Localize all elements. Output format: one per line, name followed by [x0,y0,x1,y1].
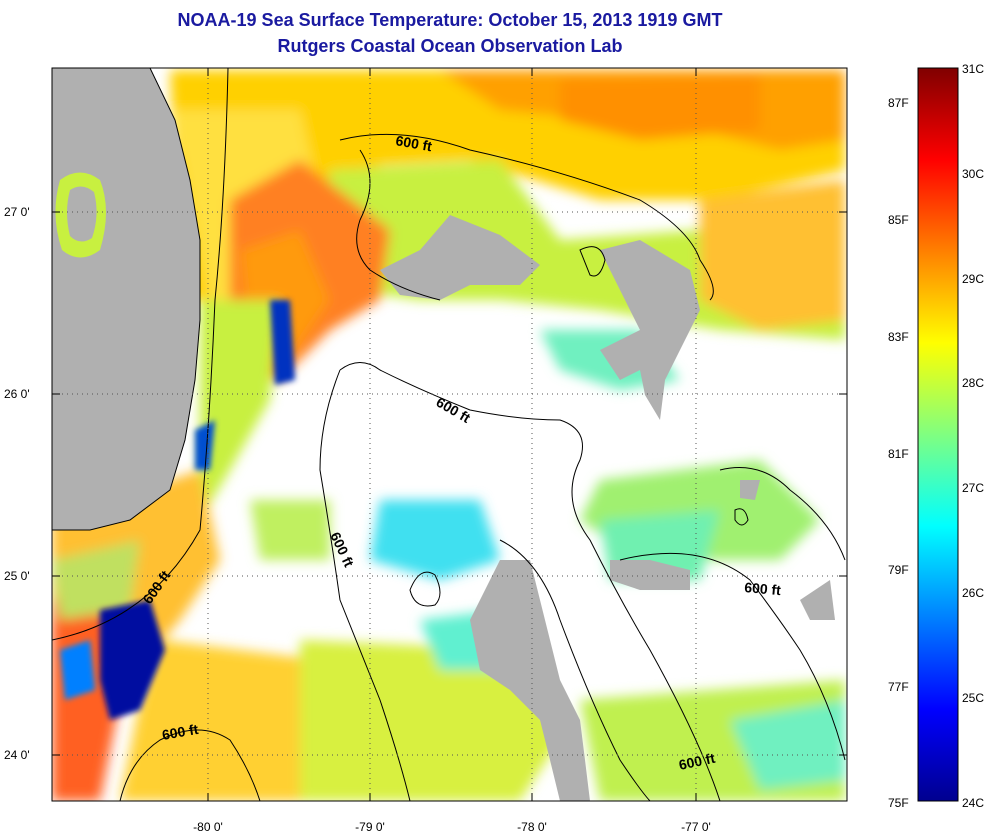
lon-label: -79 0' [355,820,385,834]
colorbar-fahrenheit-label: 77F [888,680,909,694]
colorbar-fahrenheit-label: 81F [888,447,909,461]
colorbar-fahrenheit-label: 87F [888,96,909,110]
lon-label: -78 0' [517,820,547,834]
colorbar [917,67,959,802]
graticule [52,68,847,801]
lon-label: -80 0' [193,820,223,834]
map-frame [51,67,848,802]
colorbar-celsius-label: 24C [962,796,985,810]
lon-label: -77 0' [681,820,711,834]
florida-coastline [52,68,201,531]
contour-label: 600 ft [394,132,433,154]
map-title: NOAA-19 Sea Surface Temperature: October… [177,10,723,30]
sst-field [52,70,845,801]
map-subtitle: Rutgers Coastal Ocean Observation Lab [277,36,623,56]
lat-label: 26 0' [4,387,30,401]
colorbar-celsius-label: 29C [962,272,985,286]
axis-ticks [52,68,847,801]
bathymetry-contours [52,68,846,801]
colorbar-fahrenheit-label: 75F [888,796,909,810]
contour-label: 600 ft [161,721,200,743]
colorbar-celsius-label: 30C [962,167,985,181]
colorbar-celsius-label: 26C [962,586,985,600]
colorbar-celsius-label: 31C [962,62,985,76]
colorbar-fahrenheit-label: 85F [888,213,909,227]
colorbar-fahrenheit-label: 79F [888,563,909,577]
colorbar-celsius-label: 27C [962,481,985,495]
colorbar-celsius-label: 28C [962,376,985,390]
lat-label: 24 0' [4,748,30,762]
cold-water-patches [60,300,295,720]
colorbar-fahrenheit-label: 83F [888,330,909,344]
colorbar-celsius-label: 25C [962,691,985,705]
contour-label: 600 ft [744,579,782,598]
lat-label: 25 0' [4,569,30,583]
lat-label: 27 0' [4,205,30,219]
land [52,68,835,801]
